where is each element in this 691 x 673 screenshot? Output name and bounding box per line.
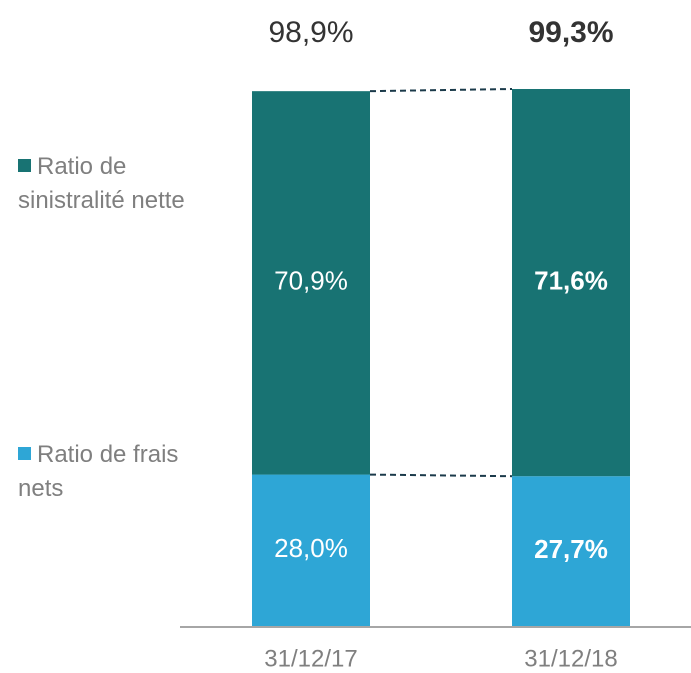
legend-item: Ratio de sinistralité nette (18, 150, 193, 218)
legend-swatch (18, 159, 31, 172)
value-label: 70,9% (274, 266, 348, 296)
connector (369, 88, 513, 93)
legend-swatch (18, 447, 31, 460)
total-label: 98,9% (268, 16, 353, 49)
connector (369, 473, 513, 478)
x-tick-label: 31/12/17 (264, 645, 357, 672)
x-tick-label: 31/12/18 (524, 645, 617, 672)
legend-label: Ratio de sinistralité nette (18, 153, 185, 214)
bar-segment (252, 474, 370, 626)
legend-label: Ratio de frais nets (18, 441, 179, 502)
value-label: 28,0% (274, 533, 348, 563)
bar-segment (252, 91, 370, 475)
bar-segment (512, 89, 630, 477)
value-label: 71,6% (534, 265, 608, 295)
bar-segment (512, 476, 630, 626)
total-label: 99,3% (528, 16, 613, 49)
value-label: 27,7% (534, 534, 608, 564)
legend-item: Ratio de frais nets (18, 438, 193, 506)
